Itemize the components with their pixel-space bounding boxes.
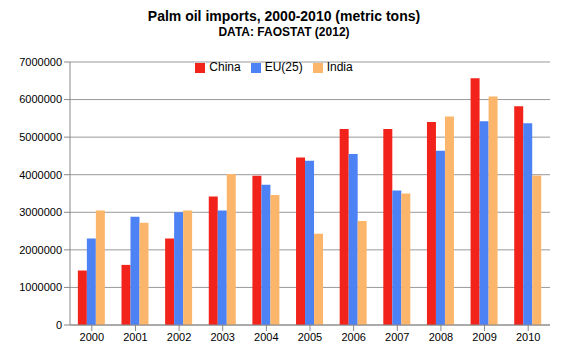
- svg-text:2010: 2010: [516, 331, 540, 343]
- svg-text:2000000: 2000000: [19, 244, 62, 256]
- svg-text:7000000: 7000000: [19, 56, 62, 68]
- html-text:DATA: FAOSTAT (2012): DATA: FAOSTAT (2012): [218, 25, 350, 39]
- svg-text:3000000: 3000000: [19, 206, 62, 218]
- svg-text:2003: 2003: [210, 331, 234, 343]
- svg-text:2005: 2005: [298, 331, 322, 343]
- html-text:China: China: [209, 60, 241, 74]
- svg-text:2002: 2002: [167, 331, 191, 343]
- svg-text:2000: 2000: [80, 331, 104, 343]
- svg-text:2009: 2009: [472, 331, 496, 343]
- html-text:India: India: [326, 60, 353, 74]
- svg-text:5000000: 5000000: [19, 131, 62, 143]
- svg-text:2001: 2001: [123, 331, 147, 343]
- svg-text:2007: 2007: [385, 331, 409, 343]
- svg-text:1000000: 1000000: [19, 281, 62, 293]
- svg-text:2008: 2008: [429, 331, 453, 343]
- html-text:EU(25): EU(25): [264, 60, 303, 74]
- svg-text:2006: 2006: [341, 331, 365, 343]
- svg-text:2004: 2004: [254, 331, 278, 343]
- svg-text:6000000: 6000000: [19, 93, 62, 105]
- svg-text:4000000: 4000000: [19, 169, 62, 181]
- html-text:Palm oil imports, 2000-2010 (m: Palm oil imports, 2000-2010 (metric tons…: [147, 8, 421, 24]
- svg-text:0: 0: [56, 319, 62, 331]
